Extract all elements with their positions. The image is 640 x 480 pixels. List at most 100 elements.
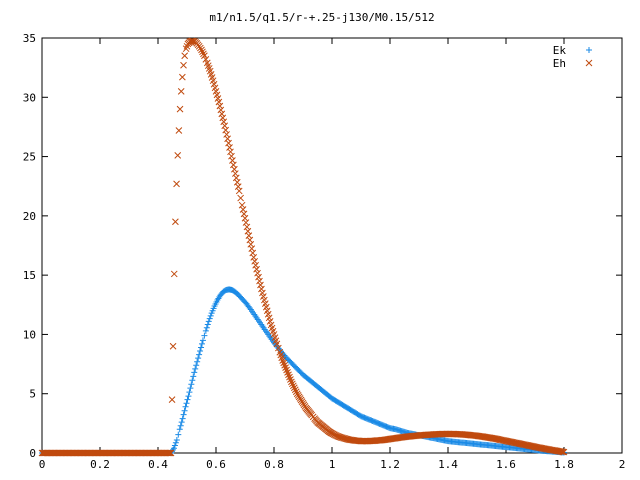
data-point	[167, 449, 175, 457]
data-point	[256, 277, 263, 285]
legend-marker	[585, 59, 593, 67]
data-point	[239, 206, 247, 213]
data-point	[235, 187, 243, 195]
data-point	[243, 223, 251, 231]
data-point	[240, 210, 248, 218]
data-point	[224, 135, 231, 143]
data-point	[290, 384, 298, 392]
data-point	[250, 254, 258, 261]
y-tick-label: 35	[23, 32, 36, 45]
data-point	[207, 312, 214, 319]
data-point	[273, 340, 281, 348]
data-point	[183, 400, 190, 407]
data-point	[170, 270, 178, 278]
data-point	[288, 378, 295, 386]
x-tick-label: 0.8	[264, 458, 284, 471]
data-point	[166, 449, 174, 457]
data-point	[192, 365, 199, 372]
x-tick-label: 0.2	[90, 458, 110, 471]
y-tick-label: 15	[23, 269, 36, 282]
data-point	[177, 422, 184, 429]
data-point	[255, 273, 262, 281]
data-point	[258, 285, 265, 293]
data-point	[204, 321, 211, 328]
data-point	[191, 369, 198, 376]
data-point	[183, 42, 191, 50]
y-tick-label: 0	[29, 447, 36, 460]
data-point	[205, 318, 212, 325]
series-ek	[39, 286, 567, 456]
data-point	[274, 344, 282, 352]
x-tick-label: 0.4	[148, 458, 168, 471]
data-point	[223, 131, 230, 138]
data-point	[559, 448, 567, 456]
data-point	[216, 102, 224, 110]
data-point	[182, 45, 190, 53]
data-point	[248, 245, 256, 253]
x-tick-label: 2	[619, 458, 626, 471]
legend-label: Ek	[553, 44, 567, 57]
data-point	[165, 449, 173, 457]
data-point	[245, 232, 253, 239]
data-point	[220, 118, 228, 126]
data-point	[234, 183, 242, 190]
y-tick-label: 25	[23, 151, 36, 164]
data-point	[185, 393, 192, 400]
legend-marker	[586, 47, 592, 53]
data-point	[168, 396, 176, 403]
x-tick-label: 1.8	[554, 458, 574, 471]
data-point	[189, 377, 196, 384]
y-tick-label: 5	[29, 388, 36, 401]
data-point	[188, 381, 195, 388]
x-tick-label: 1.4	[438, 458, 458, 471]
data-point	[242, 219, 250, 226]
data-point	[291, 386, 299, 394]
data-point	[217, 106, 225, 114]
data-point	[232, 174, 240, 182]
data-point	[558, 448, 566, 456]
data-point	[182, 403, 189, 410]
data-point	[230, 161, 237, 169]
chart-title: m1/n1.5/q1.5/r-+.25-j130/M0.15/512	[209, 11, 434, 24]
series-eh	[38, 37, 568, 457]
data-point	[171, 442, 178, 449]
data-point	[173, 436, 180, 443]
data-point	[237, 194, 245, 202]
data-point	[201, 332, 208, 339]
data-point	[197, 348, 204, 355]
data-point	[195, 355, 202, 362]
data-point	[244, 227, 252, 235]
data-point	[175, 127, 183, 134]
data-point	[180, 61, 187, 69]
x-tick-label: 1.6	[496, 458, 516, 471]
data-point	[179, 73, 186, 81]
data-point	[176, 426, 183, 433]
x-tick-label: 0	[39, 458, 46, 471]
data-point	[226, 144, 233, 151]
data-point	[200, 50, 207, 58]
data-point	[181, 407, 188, 414]
data-point	[199, 48, 206, 56]
y-tick-label: 30	[23, 91, 36, 104]
data-point	[246, 305, 253, 312]
data-point	[253, 265, 260, 273]
data-point	[194, 358, 201, 365]
data-point	[198, 344, 205, 351]
data-point	[173, 180, 180, 188]
data-point	[180, 411, 187, 418]
data-point	[231, 170, 239, 177]
data-point	[172, 218, 179, 226]
data-point	[174, 152, 182, 159]
data-point	[190, 373, 197, 380]
data-point	[222, 126, 230, 134]
data-point	[178, 419, 185, 426]
data-point	[229, 157, 236, 164]
data-point	[202, 55, 210, 63]
data-point	[241, 214, 249, 222]
data-point	[181, 52, 189, 60]
data-point	[219, 114, 227, 122]
data-point	[233, 178, 241, 186]
data-point	[218, 110, 226, 118]
data-point	[198, 46, 205, 54]
